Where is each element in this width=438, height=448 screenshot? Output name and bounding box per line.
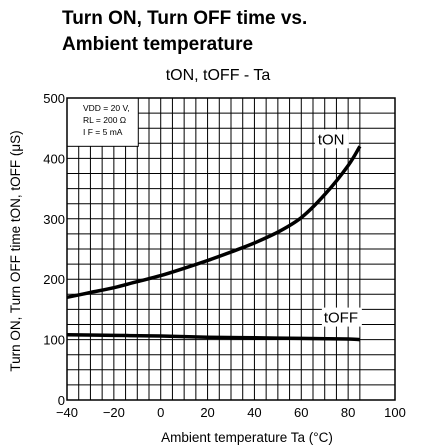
x-tick-label: −20 bbox=[103, 405, 125, 420]
x-tick-label: −40 bbox=[56, 405, 78, 420]
chart-title-line2: Ambient temperature bbox=[62, 34, 253, 55]
conditions-box-frame bbox=[66, 97, 139, 147]
chart-subtitle: tON, tOFF - Ta bbox=[166, 67, 271, 84]
series-label-toff: tOFF bbox=[324, 310, 358, 327]
condition-rl: RL = 200 Ω bbox=[83, 115, 126, 125]
y-tick-label: 200 bbox=[43, 272, 65, 287]
toff-label-background bbox=[321, 307, 362, 327]
condition-if: I F = 5 mA bbox=[83, 127, 123, 137]
y-tick-label: 0 bbox=[58, 393, 65, 408]
x-tick-label: 40 bbox=[247, 405, 261, 420]
y-tick-label: 400 bbox=[43, 151, 65, 166]
series-label-ton: tON bbox=[318, 131, 345, 148]
x-axis-label: Ambient temperature Ta (°C) bbox=[161, 430, 333, 445]
series-group bbox=[66, 145, 362, 342]
chart-title-line1: Turn ON, Turn OFF time vs. bbox=[62, 8, 307, 29]
series-toff-curve bbox=[66, 333, 361, 342]
y-tick-label: 100 bbox=[43, 333, 65, 348]
series-ton-curve bbox=[66, 145, 362, 300]
y-axis-label: Turn ON, Turn OFF time tON, tOFF (μS) bbox=[8, 130, 23, 371]
x-tick-label: 60 bbox=[294, 405, 308, 420]
y-tick-label: 500 bbox=[43, 91, 65, 106]
tick-labels: −40 −20 0 20 40 60 80 100 0 100 200 300 400 500 bbox=[43, 91, 406, 420]
conditions-box: VDD = 20 V, RL = 200 Ω I F = 5 mA bbox=[66, 97, 139, 147]
y-tick-label: 300 bbox=[43, 212, 65, 227]
condition-vdd: VDD = 20 V, bbox=[83, 103, 130, 113]
x-tick-label: 0 bbox=[157, 405, 164, 420]
x-tick-label: 20 bbox=[200, 405, 214, 420]
x-tick-label: 80 bbox=[341, 405, 355, 420]
plot-frame bbox=[66, 97, 396, 401]
x-tick-label: 100 bbox=[384, 405, 406, 420]
ton-label-background bbox=[314, 129, 349, 149]
grid bbox=[67, 98, 395, 400]
